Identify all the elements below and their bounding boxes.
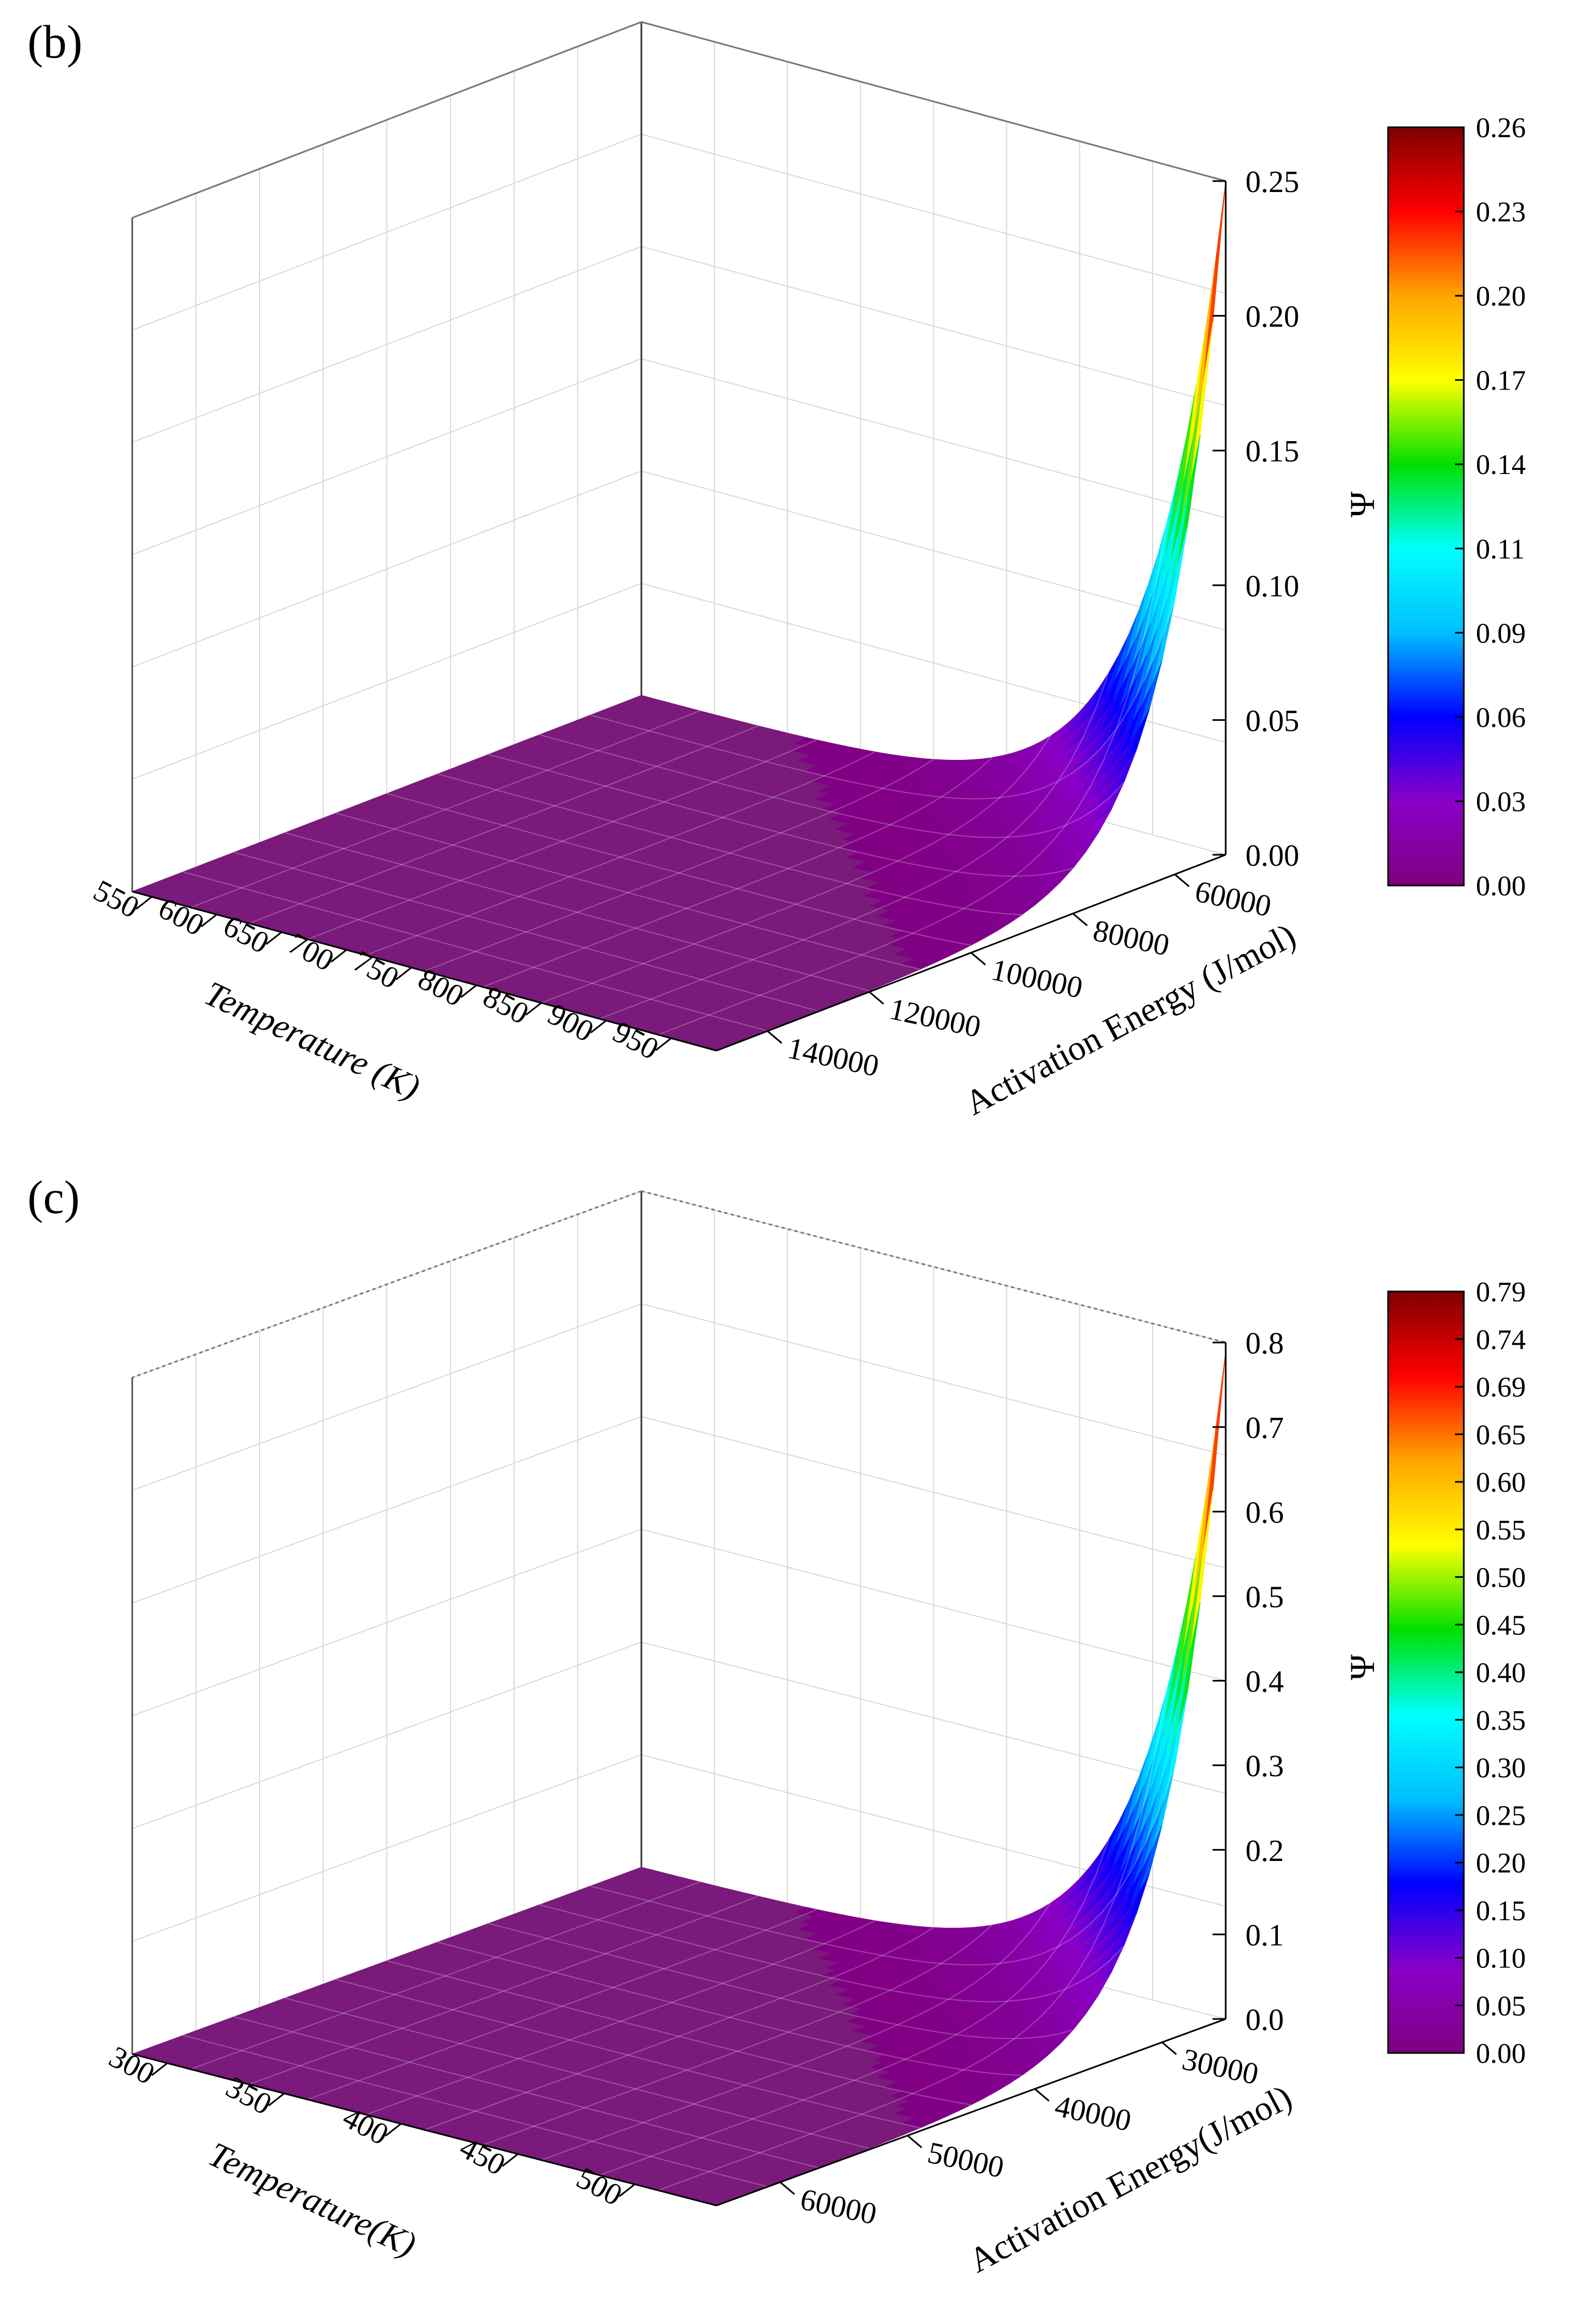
energy-tick (1073, 913, 1087, 926)
psi-tick-label: 0.00 (1245, 839, 1299, 873)
colorbar-tick-label: 0.14 (1476, 449, 1526, 481)
psi-tick-label: 0.15 (1245, 435, 1299, 469)
energy-tick-label: 140000 (785, 1031, 882, 1084)
energy-tick-label: 100000 (988, 953, 1085, 1006)
energy-tick-label: 120000 (887, 992, 984, 1045)
surface (132, 1351, 1226, 2205)
colorbar-tick-label: 0.17 (1476, 365, 1526, 397)
colorbar-tick-label: 0.09 (1476, 618, 1526, 649)
temperature-tick-label: 550 (88, 873, 144, 925)
surface-patch (1193, 1427, 1216, 1603)
surface-chart-c: 30035040045050030000400005000060000Tempe… (0, 1169, 1573, 2321)
surface (132, 181, 1226, 1051)
energy-tick (1175, 875, 1189, 887)
colorbar-tick-label: 0.00 (1476, 871, 1526, 902)
energy-tick-label: 80000 (1090, 913, 1172, 963)
energy-tick (869, 992, 883, 1004)
colorbar-tick-label: 0.06 (1476, 702, 1526, 734)
energy-tick-label: 60000 (1192, 875, 1274, 924)
colorbar-tick-label: 0.20 (1476, 281, 1526, 312)
energy-tick (971, 953, 985, 965)
psi-tick-label: 0.10 (1245, 569, 1299, 603)
colorbar-tick-label: 0.23 (1476, 197, 1526, 228)
surface-patch (1203, 181, 1226, 382)
colorbar-tick-label: 0.11 (1476, 534, 1525, 565)
panel-label: (b) (27, 15, 82, 68)
psi-tick-label: 0.25 (1245, 165, 1299, 199)
temperature-axis-label: Temperature (K) (199, 973, 426, 1107)
surface-patch (1193, 258, 1216, 436)
psi-axis-label: Ψ (1343, 491, 1382, 517)
psi-tick-label: 0.20 (1245, 300, 1299, 334)
colorbar-tick-label: 0.03 (1476, 786, 1526, 817)
colorbar-rect (1388, 127, 1464, 885)
colorbar: 0.26 0.23 0.20 0.17 0.14 0.11 0.09 0.06 0.03 0.00 (1388, 112, 1526, 902)
psi-tick-label: 0.05 (1245, 704, 1299, 738)
colorbar-tick-label: 0.26 (1476, 112, 1526, 144)
energy-tick (768, 1031, 782, 1043)
